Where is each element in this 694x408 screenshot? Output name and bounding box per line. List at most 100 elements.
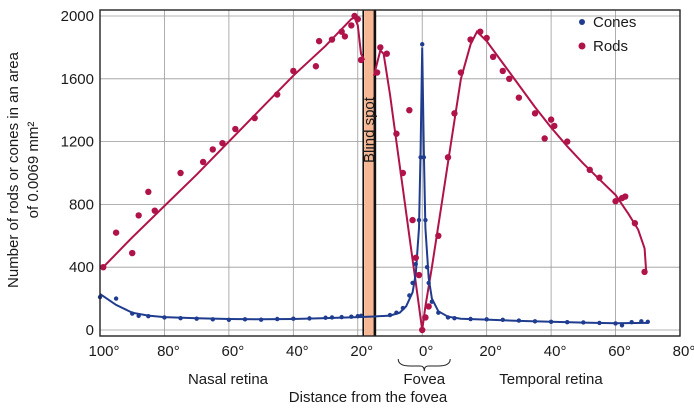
- x-tick-label: 0°: [419, 343, 433, 360]
- cones-point: [420, 42, 425, 47]
- cones-curve: [99, 47, 648, 325]
- rods-point: [151, 207, 158, 214]
- rods-point: [406, 107, 413, 114]
- rods-point: [547, 116, 555, 123]
- cones-point: [410, 280, 415, 286]
- rods-point: [622, 193, 629, 200]
- rods-point: [348, 22, 355, 29]
- rods-point: [425, 303, 432, 310]
- cones-point: [358, 313, 364, 319]
- legend-cones-marker: [579, 19, 585, 25]
- rods-point: [135, 212, 142, 219]
- legend-rods-label: Rods: [593, 38, 628, 55]
- rods-point: [641, 268, 648, 276]
- rods-point: [499, 67, 506, 75]
- y-tick-labels: 0 400 800 1200 1600 2000: [61, 8, 94, 339]
- cones-point: [394, 310, 399, 315]
- rods-point: [415, 271, 423, 279]
- rods-point: [586, 166, 593, 174]
- rods-point: [357, 56, 365, 64]
- rods-point: [338, 28, 345, 35]
- legend: Cones Rods: [578, 14, 636, 55]
- rods-point: [100, 264, 107, 271]
- rods-point: [612, 198, 619, 205]
- cones-point: [445, 315, 451, 320]
- nasal-retina-label: Nasal retina: [188, 371, 269, 388]
- y-tick-label: 0: [86, 322, 94, 339]
- rods-point: [129, 249, 136, 257]
- cones-point: [307, 316, 312, 321]
- rods-point: [399, 169, 407, 177]
- rods-point: [219, 139, 226, 147]
- x-tick-label: 20°: [350, 343, 373, 360]
- cones-point: [645, 319, 650, 325]
- rods-point: [596, 174, 603, 181]
- rods-point: [631, 220, 639, 227]
- cones-point: [349, 314, 354, 319]
- x-tick-labels: 100° 80° 60° 40° 20° 0° 20° 40° 60° 80°: [88, 343, 694, 360]
- x-tick-label: 60°: [608, 343, 631, 360]
- cones-point: [548, 319, 554, 325]
- cones-point: [619, 323, 625, 328]
- blind-spot-band: [364, 10, 374, 336]
- cones-point: [421, 155, 427, 160]
- cones-point: [323, 315, 328, 320]
- x-tick-label: 100°: [88, 343, 119, 360]
- cones-point: [581, 320, 586, 325]
- rods-point: [274, 91, 281, 98]
- cones-point: [210, 317, 215, 322]
- rods-point: [209, 146, 216, 153]
- rods-point: [177, 169, 184, 177]
- cones-point: [565, 319, 570, 325]
- fovea-brace: [397, 358, 451, 372]
- cones-point: [242, 317, 248, 322]
- cones-point: [426, 280, 431, 286]
- cones-point: [339, 314, 344, 320]
- cones-point: [416, 217, 422, 223]
- rods-point: [451, 110, 458, 117]
- rods-point: [564, 138, 571, 145]
- cones-point: [162, 315, 167, 320]
- x-tick-label: 80°: [673, 343, 694, 360]
- x-tick-label: 20°: [479, 343, 502, 360]
- cones-point: [130, 311, 135, 316]
- rods-point: [419, 326, 426, 334]
- cones-point: [629, 319, 634, 325]
- x-tick-label: 40°: [544, 343, 567, 360]
- legend-cones-label: Cones: [593, 14, 636, 31]
- cones-point: [429, 299, 435, 304]
- rods-point: [489, 53, 497, 61]
- cones-point: [387, 312, 393, 318]
- rods-point: [251, 114, 258, 122]
- rods-point: [409, 216, 416, 224]
- rods-point: [328, 36, 336, 43]
- cones-point: [468, 316, 473, 322]
- rods-point: [435, 232, 442, 239]
- cones-point: [418, 155, 423, 160]
- cones-point: [275, 316, 280, 322]
- fovea-label: Fovea: [403, 371, 445, 388]
- rods-point: [422, 314, 429, 321]
- cones-point: [258, 317, 264, 322]
- cones-point: [424, 265, 430, 270]
- rods-point: [373, 69, 381, 76]
- rods-point: [145, 188, 152, 196]
- rods-curve-temporal: [372, 30, 648, 331]
- cones-point: [452, 316, 457, 321]
- y-axis-label-line-1: Number of rods or cones in an area: [5, 51, 22, 288]
- y-tick-label: 800: [69, 196, 94, 213]
- legend-rods-marker: [578, 42, 586, 50]
- rods-point: [354, 15, 361, 23]
- plot-border: [99, 9, 681, 337]
- y-tick-label: 400: [69, 259, 94, 276]
- cones-point: [532, 319, 538, 324]
- x-tick-label: 40°: [286, 343, 309, 360]
- rods-point: [457, 69, 465, 76]
- rods-point: [477, 28, 484, 35]
- cones-point: [613, 321, 618, 326]
- cones-point: [226, 317, 232, 322]
- y-tick-label: 1600: [61, 71, 94, 88]
- rods-point: [412, 254, 419, 261]
- rods-point: [383, 50, 390, 57]
- rods-point: [232, 125, 239, 133]
